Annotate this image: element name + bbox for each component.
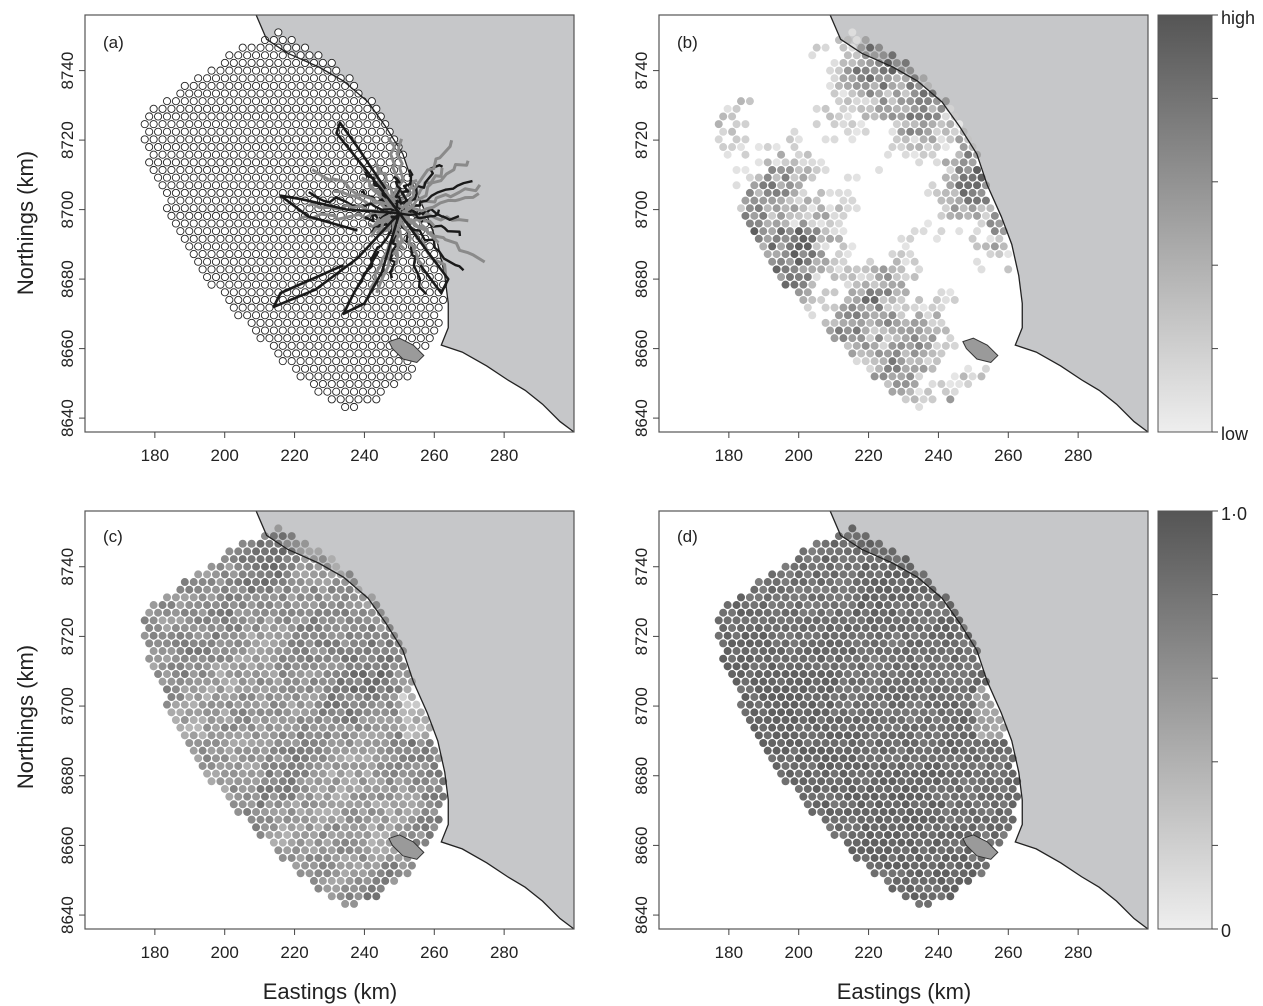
y-tick-label: 8740: [632, 548, 651, 586]
plot-frame: [84, 510, 575, 930]
x-tick-label: 280: [1064, 446, 1092, 465]
plot-frame: [658, 510, 1149, 930]
y-tick-label: 8720: [58, 121, 77, 159]
panel-label-c: (c): [103, 527, 123, 546]
panel-c: 180 200 220 240 260 280 8640 8660 8680 8700 8720 87…: [58, 510, 575, 962]
colorbar-bottom-min-label: 0: [1221, 921, 1231, 941]
y-tick-label: 8720: [58, 617, 77, 655]
x-tick-label: 240: [350, 446, 378, 465]
panel-label-d: (d): [677, 527, 698, 546]
x-tick-label: 240: [924, 446, 952, 465]
panel-d: 180 200 220 240 260 280 8640 8660 8680 8700 8720 87…: [632, 510, 1149, 962]
land-area: [830, 15, 1148, 432]
x-tick-label: 180: [141, 446, 169, 465]
land-area: [256, 15, 574, 432]
x-tick-label: 260: [420, 943, 448, 962]
y-tick-label: 8680: [632, 260, 651, 298]
coastline: [829, 511, 1148, 929]
panel-label-b: (b): [677, 33, 698, 52]
y-tick-label: 8700: [58, 687, 77, 725]
x-tick-label: 220: [854, 943, 882, 962]
y-tick-label: 8720: [632, 121, 651, 159]
x-tick-label: 200: [211, 943, 239, 962]
y-tick-label: 8640: [632, 399, 651, 437]
x-tick-label: 220: [854, 446, 882, 465]
panel-a: 180 200 220 240 260 280 8640 8660 8680 8700 8720 87…: [58, 14, 575, 465]
y-tick-label: 8720: [632, 617, 651, 655]
hex-cells: [140, 524, 448, 908]
y-tick-label: 8640: [58, 399, 77, 437]
lake: [962, 337, 999, 364]
hex-cells: [714, 28, 1013, 411]
x-tick-label: 260: [994, 943, 1022, 962]
y-tick-label: 8740: [58, 52, 77, 90]
x-axis-title-left: Eastings (km): [263, 979, 397, 1004]
y-tick-label: 8640: [58, 896, 77, 934]
colorbar-top-gradient: [1157, 14, 1213, 433]
colorbar-top-high-label: high: [1221, 8, 1255, 28]
plot-frame: [658, 14, 1149, 433]
x-tick-label: 240: [924, 943, 952, 962]
x-tick-label: 200: [211, 446, 239, 465]
lake: [388, 834, 425, 860]
x-tick-label: 240: [350, 943, 378, 962]
land-area: [830, 511, 1148, 929]
coastline: [255, 15, 574, 432]
land-area: [256, 511, 574, 929]
x-tick-label: 180: [141, 943, 169, 962]
lake: [962, 834, 999, 860]
y-tick-label: 8660: [58, 826, 77, 864]
x-axis-title-right: Eastings (km): [837, 979, 971, 1004]
y-tick-label: 8680: [632, 757, 651, 795]
x-tick-label: 220: [280, 446, 308, 465]
x-tick-label: 180: [715, 943, 743, 962]
plot-frame: [84, 14, 575, 433]
x-tick-label: 280: [490, 943, 518, 962]
y-tick-label: 8700: [58, 191, 77, 229]
y-tick-label: 8740: [58, 548, 77, 586]
colorbar-bottom-gradient: [1157, 510, 1213, 930]
animal-tracks: [272, 121, 486, 316]
y-tick-label: 8660: [632, 826, 651, 864]
x-tick-label: 260: [420, 446, 448, 465]
colorbar-bottom: 1·0 0: [1157, 504, 1247, 941]
y-tick-label: 8700: [632, 687, 651, 725]
panel-b: 180 200 220 240 260 280 8640 8660 8680 8700 8720 87…: [632, 14, 1149, 465]
y-tick-label: 8680: [58, 757, 77, 795]
colorbar-top-low-label: low: [1221, 424, 1249, 444]
y-tick-label: 8660: [632, 330, 651, 368]
x-tick-label: 280: [490, 446, 518, 465]
coastline: [255, 511, 574, 929]
y-tick-label: 8640: [632, 896, 651, 934]
x-tick-label: 260: [994, 446, 1022, 465]
x-tick-label: 200: [785, 446, 813, 465]
colorbar-bottom-max-label: 1·0: [1221, 504, 1247, 524]
y-axis-title-bottom: Northings (km): [13, 645, 38, 789]
y-axis-title-top: Northings (km): [13, 151, 38, 295]
x-tick-label: 180: [715, 446, 743, 465]
x-tick-label: 280: [1064, 943, 1092, 962]
panel-label-a: (a): [103, 33, 124, 52]
hex-cells: [714, 524, 1022, 908]
y-tick-label: 8660: [58, 330, 77, 368]
x-tick-label: 220: [280, 943, 308, 962]
y-tick-label: 8700: [632, 191, 651, 229]
coastline: [829, 15, 1148, 432]
x-tick-label: 200: [785, 943, 813, 962]
y-tick-label: 8740: [632, 52, 651, 90]
colorbar-top: high low: [1157, 8, 1255, 444]
y-tick-label: 8680: [58, 260, 77, 298]
lake: [388, 337, 425, 364]
